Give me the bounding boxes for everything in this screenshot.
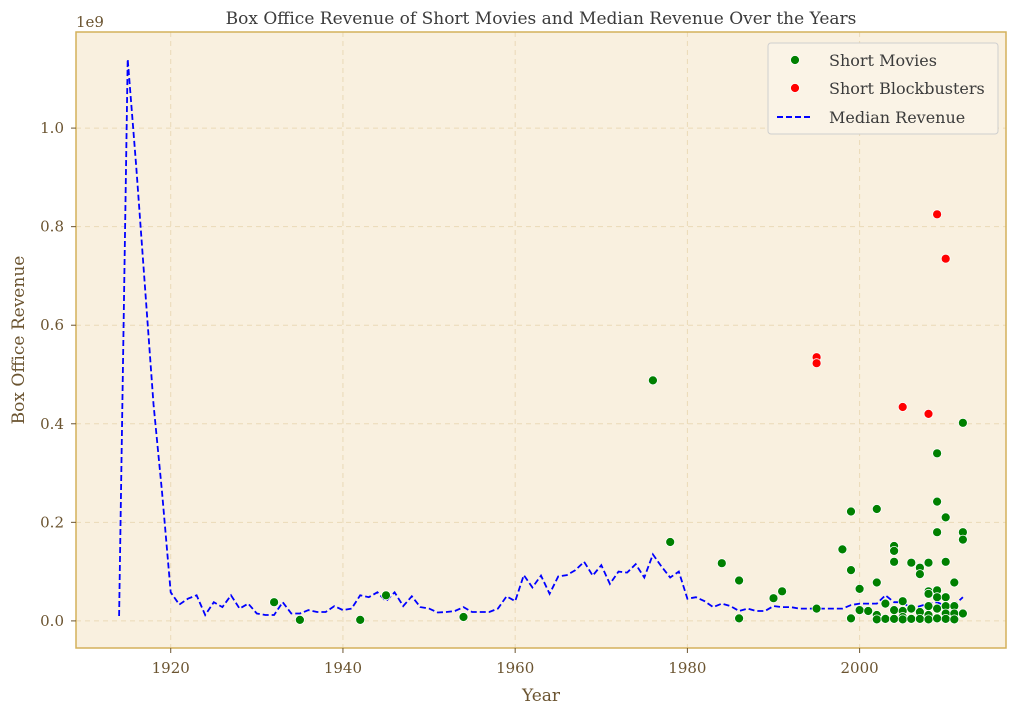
y-tick-label: 0.4 (40, 415, 64, 433)
short-movie-point (889, 614, 899, 624)
y-tick-label: 0.2 (40, 513, 64, 531)
x-tick-label: 2000 (841, 659, 879, 677)
short-movie-point (880, 598, 891, 609)
short-movie-point (932, 603, 942, 614)
short-movie-point (958, 417, 968, 428)
short-movie-point (846, 613, 856, 624)
short-movie-point (932, 613, 942, 624)
short-movie-point (923, 601, 934, 611)
y-tick-label: 0.6 (40, 316, 64, 334)
y-axis-offset-label: 1e9 (76, 13, 104, 31)
short-movie-point (940, 592, 951, 603)
short-movie-point (958, 534, 968, 545)
short-movie-point (734, 613, 744, 624)
legend: Short Movies Short Blockbusters Median R… (767, 42, 999, 135)
short-movie-point (889, 556, 899, 567)
short-blockbuster-point (923, 408, 934, 419)
short-movie-point (458, 612, 469, 622)
short-movie-point (949, 614, 960, 625)
y-tick-label: 0.8 (40, 218, 64, 236)
scatter-points (269, 209, 968, 625)
short-movie-point (355, 615, 366, 625)
plot-frame (75, 31, 1007, 649)
short-movie-point (940, 556, 951, 567)
short-movie-point (940, 614, 951, 624)
short-movie-point (923, 557, 934, 568)
short-movie-point (863, 606, 874, 616)
short-movie-point (716, 558, 727, 569)
short-movie-point (734, 575, 744, 586)
short-movie-point (811, 603, 822, 614)
short-movie-point (906, 614, 917, 624)
short-movie-point (949, 577, 960, 588)
x-tick-label: 1960 (496, 659, 534, 677)
short-movie-point (871, 577, 882, 588)
x-tick-label: 1920 (152, 659, 190, 677)
short-movie-point (768, 593, 779, 604)
short-movie-point (381, 590, 391, 601)
x-tick-label: 1980 (668, 659, 706, 677)
short-movie-point (294, 615, 305, 625)
short-movie-point (871, 614, 882, 625)
short-movie-point (648, 375, 658, 386)
short-movie-point (269, 597, 280, 608)
y-axis-label: Box Office Revenue (9, 256, 29, 425)
chart-title: Box Office Revenue of Short Movies and M… (226, 9, 857, 29)
x-tick-label: 1940 (324, 659, 362, 677)
median-revenue-line (118, 59, 964, 617)
short-movie-point (906, 557, 917, 568)
short-movie-point (854, 584, 865, 594)
short-blockbuster-point (811, 358, 822, 369)
short-movie-point (923, 614, 934, 625)
short-movie-point (906, 603, 917, 614)
short-movie-point (880, 614, 891, 624)
short-movie-point (846, 565, 856, 575)
legend-label-short-movies: Short Movies (829, 51, 937, 70)
short-movie-point (897, 614, 908, 625)
short-movie-point (932, 527, 942, 538)
short-movie-point (923, 588, 934, 599)
short-movie-point (932, 592, 942, 603)
plot-area (76, 32, 1006, 648)
short-blockbuster-point (932, 209, 942, 220)
legend-marker-short-movies (790, 55, 800, 65)
short-movie-point (958, 608, 968, 619)
short-movie-point (940, 512, 951, 523)
short-movie-point (871, 504, 882, 514)
short-movie-point (897, 596, 908, 607)
y-tick-label: 1.0 (40, 119, 64, 137)
legend-label-median-revenue: Median Revenue (829, 108, 965, 127)
x-axis-ticks: 1920 1940 1960 1980 2000 (152, 648, 879, 677)
short-movie-point (915, 569, 925, 579)
short-movie-point (665, 537, 676, 547)
legend-label-short-blockbusters: Short Blockbusters (829, 79, 985, 98)
y-axis-ticks: 0.0 0.2 0.4 0.6 0.8 1.0 (40, 119, 76, 630)
short-movie-point (889, 605, 899, 615)
short-movie-point (837, 544, 848, 555)
short-blockbuster-point (897, 402, 908, 412)
short-movie-point (889, 546, 899, 556)
median-revenue-series (118, 59, 964, 617)
short-movie-point (932, 448, 942, 459)
y-tick-label: 0.0 (40, 612, 64, 630)
short-movie-point (846, 506, 856, 517)
short-blockbuster-point (940, 253, 951, 264)
legend-box (767, 42, 999, 135)
short-movie-point (854, 605, 865, 615)
short-movie-point (932, 496, 942, 507)
legend-marker-short-blockbusters (790, 83, 800, 93)
short-movie-point (915, 614, 925, 624)
short-movie-point (777, 586, 787, 597)
x-axis-label: Year (521, 686, 561, 706)
